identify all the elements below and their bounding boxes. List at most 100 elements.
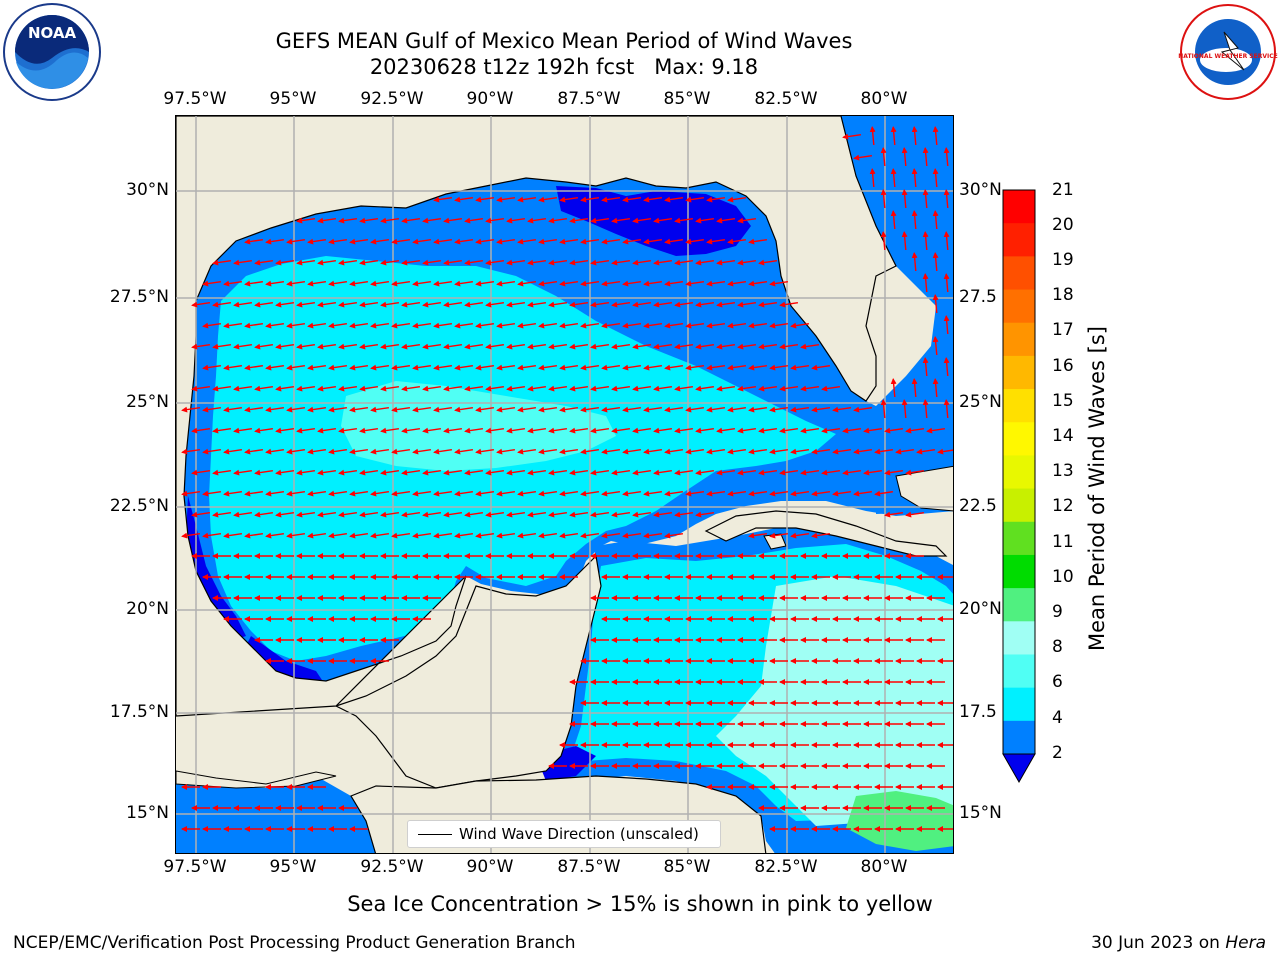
wind-wave-arrow [932,126,939,146]
wind-wave-arrow [496,322,516,329]
wind-wave-arrow [286,322,306,329]
wind-wave-arrow [380,511,400,518]
wind-wave-arrow [758,469,778,476]
wind-wave-arrow [611,511,631,518]
wind-wave-arrow [223,322,243,329]
wind-wave-arrow [538,490,558,497]
lon-tick-bottom: 80°W [860,857,908,877]
wind-wave-arrow [191,385,211,392]
colorbar-bin [1003,256,1035,291]
legend-line-swatch [418,834,452,835]
land-bahamas [895,465,953,512]
wind-wave-arrow [496,280,516,287]
lon-tick-bottom: 92.5°W [360,857,424,877]
wind-wave-arrow [443,385,463,392]
wind-wave-arrow [590,469,610,476]
wind-wave-arrow [869,126,876,146]
wind-wave-arrow [454,490,474,497]
wind-wave-arrow [244,406,264,413]
wind-wave-arrow [601,196,621,203]
wind-wave-arrow [359,343,379,350]
wind-wave-arrow [748,322,768,329]
wind-wave-arrow [338,511,358,518]
lon-tick-top: 85°W [663,89,711,109]
wind-wave-arrow [307,280,327,287]
wind-wave-arrow [569,301,589,308]
wind-wave-arrow [401,469,421,476]
wind-wave-arrow [412,532,432,539]
wind-wave-arrow [737,427,757,434]
wind-wave-arrow [380,301,400,308]
colorbar-bin [1003,190,1035,224]
wind-wave-arrow [265,406,285,413]
wind-wave-arrow [653,259,673,266]
wind-wave-arrow [737,217,757,224]
wind-wave-arrow [943,399,950,419]
wind-wave-arrow [874,490,894,497]
wind-wave-arrow [317,343,337,350]
wind-wave-arrow [664,238,684,245]
wind-wave-arrow [727,322,747,329]
wind-wave-arrow [433,322,453,329]
wind-wave-arrow [296,217,316,224]
wind-wave-arrow [517,322,537,329]
lat-tick-right: 30°N [959,180,1002,200]
wind-wave-arrow [548,343,568,350]
noaa-logo: NOAA [3,3,101,101]
wind-wave-arrow [800,343,820,350]
wind-wave-arrow [890,210,897,230]
wind-wave-arrow [695,301,715,308]
wind-wave-arrow [706,364,726,371]
wind-wave-arrow [412,364,432,371]
wind-wave-arrow [517,532,537,539]
wind-wave-arrow [685,238,705,245]
wind-wave-arrow [454,238,474,245]
wind-wave-arrow [727,238,747,245]
wind-wave-arrow [506,385,526,392]
wind-wave-arrow [338,469,358,476]
lon-tick-bottom: 82.5°W [754,857,818,877]
wind-wave-arrow [601,448,621,455]
wind-wave-arrow [223,406,243,413]
wind-wave-arrow [880,231,887,251]
wind-wave-arrow [527,217,547,224]
wind-wave-arrow [212,427,232,434]
wind-wave-arrow [443,511,463,518]
wind-wave-arrow [506,217,526,224]
wind-wave-arrow [538,322,558,329]
wind-wave-arrow [769,322,789,329]
land-north-america [176,116,897,717]
wind-wave-arrow [622,490,642,497]
wind-wave-arrow [307,448,327,455]
wind-wave-arrow [296,301,316,308]
wind-wave-arrow [181,532,201,539]
wind-wave-arrows [181,126,953,832]
wind-wave-arrow [454,532,474,539]
wind-wave-arrow [422,217,442,224]
wind-wave-arrow [212,511,232,518]
wind-wave-arrow [611,385,631,392]
wind-wave-arrow [580,490,600,497]
wind-wave-arrow [506,469,526,476]
wind-wave-arrow [328,532,348,539]
wind-wave-arrow [380,217,400,224]
wind-wave-arrow [307,490,327,497]
wind-wave-arrow [296,469,316,476]
wind-wave-arrow [359,469,379,476]
wind-wave-arrow [464,427,484,434]
wind-wave-arrow [328,406,348,413]
wind-wave-arrow [643,532,663,539]
wind-wave-arrow [559,448,579,455]
wind-wave-arrow [296,385,316,392]
wind-wave-arrow [821,427,841,434]
wind-wave-arrow [359,511,379,518]
wind-wave-arrow [800,469,820,476]
wind-wave-arrow [559,238,579,245]
wind-wave-arrow [790,364,810,371]
wind-wave-arrow [790,448,810,455]
wind-wave-arrow [233,259,253,266]
wind-wave-arrow [622,448,642,455]
wind-wave-arrow [590,511,610,518]
wind-wave-arrow [191,427,211,434]
wind-wave-arrow [601,280,621,287]
